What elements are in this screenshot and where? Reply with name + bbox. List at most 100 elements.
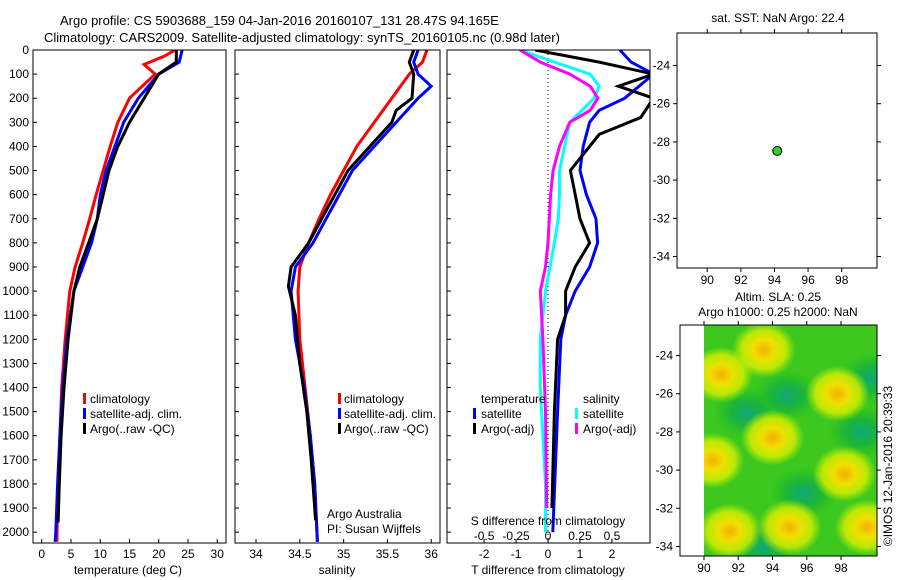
imos-credit: ©IMOS 12-Jan-2016 20:39:33: [881, 386, 895, 547]
x-tick-label: 25: [181, 547, 195, 561]
x-tick-label: 0: [545, 547, 552, 561]
plot-frame: [32, 49, 227, 544]
sla-high: [812, 445, 877, 502]
x-tick-label: 90: [697, 561, 711, 575]
temperature-legend: climatology satellite-adj. clim. Argo(..…: [83, 392, 182, 436]
annotation-pi: PI: Susan Wijffels: [327, 522, 421, 536]
y-tick-label: 1900: [2, 501, 29, 515]
legend-label: climatology: [90, 392, 150, 406]
legend-swatch-argo: [83, 423, 86, 434]
y-tick-label: 800: [9, 236, 29, 250]
title-line-1: Argo profile: CS 5903688_159 04-Jan-2016…: [60, 13, 499, 28]
legend-swatch-climatology: [83, 393, 86, 404]
argo-position-marker: [772, 145, 783, 156]
series-line-argo-raw-qc-: [56, 50, 178, 523]
x-tick-label: 30: [211, 547, 225, 561]
s-diff-xlabel: S difference from climatology: [471, 514, 626, 528]
series-line-climatology: [296, 50, 429, 542]
x-tick-label: -1: [511, 547, 522, 561]
x-tick-label: 35: [337, 547, 351, 561]
sla-map-title-1: Altim. SLA: 0.25: [735, 290, 821, 304]
y-tick-label: -32: [653, 211, 671, 225]
x-tick-label: 36: [425, 547, 439, 561]
legend-label: Argo(..raw -QC): [90, 422, 175, 436]
s-tick-label: 0: [545, 529, 552, 543]
x-tick-label: 96: [801, 273, 815, 287]
y-tick-label: 0: [22, 43, 29, 57]
x-tick-label: 35.5: [376, 547, 400, 561]
difference-panel: -2 -1 0 1 2 -0.5 -0.25 0 0.25 0.5: [446, 49, 651, 561]
sla-high: [703, 346, 754, 403]
x-tick-label: 5: [68, 547, 75, 561]
y-tick-label: -26: [656, 387, 674, 401]
legend-label: satellite: [481, 407, 522, 421]
legend-label: Argo(..raw -QC): [344, 422, 429, 436]
legend-swatch-t-satellite: [473, 408, 476, 419]
legend-swatch-satellite: [338, 408, 341, 419]
x-tick-label: 90: [701, 273, 715, 287]
legend-label: Argo(-adj): [583, 422, 636, 436]
x-tick-label: 92: [732, 561, 746, 575]
x-tick-label: 94: [768, 273, 782, 287]
legend-label: satellite-adj. clim.: [90, 407, 182, 421]
legend-label: satellite-adj. clim.: [344, 407, 436, 421]
y-tick-label: 700: [9, 212, 29, 226]
plot-frame: [234, 49, 441, 544]
s-tick-label: -0.5: [474, 529, 495, 543]
y-tick-label: -34: [653, 250, 671, 264]
x-tick-label: 98: [834, 561, 848, 575]
x-tick-label: 98: [835, 273, 849, 287]
sla-high: [703, 503, 762, 556]
legend-label: climatology: [344, 392, 404, 406]
legend-label: satellite: [583, 407, 624, 421]
s-tick-label: 0.5: [604, 529, 621, 543]
sla-high: [740, 409, 805, 466]
y-tick-label: -34: [656, 539, 674, 553]
sla-high: [703, 432, 745, 489]
salinity-xlabel: salinity: [319, 563, 356, 577]
legend-title-salinity: salinity: [583, 392, 620, 406]
map-frame: [676, 32, 878, 269]
x-tick-label: -2: [479, 547, 490, 561]
legend-swatch-s-satellite: [575, 408, 578, 419]
y-tick-label: -28: [653, 135, 671, 149]
salinity-panel: 34 34.5 35 35.5 36: [234, 49, 441, 561]
y-tick-label: -28: [656, 425, 674, 439]
y-tick-label: -26: [653, 97, 671, 111]
sst-map-panel: 90 92 94 96 98 -24 -26 -28 -30 -32 -34: [653, 29, 881, 287]
s-tick-label: 0.25: [568, 529, 592, 543]
y-tick-label: 900: [9, 260, 29, 274]
annotation-argo-australia: Argo Australia: [327, 507, 402, 521]
x-tick-label: 10: [94, 547, 108, 561]
t-diff-xlabel: T difference from climatology: [471, 563, 625, 577]
sla-map-panel: 90 92 94 96 98 -24 -26 -28 -30 -32 -34: [656, 321, 881, 575]
legend-swatch-satellite: [83, 408, 86, 419]
y-tick-label: 100: [9, 67, 29, 81]
x-tick-label: 94: [766, 561, 780, 575]
salinity-legend: climatology satellite-adj. clim. Argo(..…: [338, 392, 436, 436]
y-tick-label: -32: [656, 501, 674, 515]
sla-map-title-2: Argo h1000: 0.25 h2000: NaN: [698, 305, 857, 319]
legend-swatch-climatology: [338, 393, 341, 404]
x-tick-label: 1: [577, 547, 584, 561]
map-frame: [679, 324, 878, 557]
legend-swatch-argo: [338, 423, 341, 434]
y-tick-label: 300: [9, 115, 29, 129]
x-tick-label: 34.5: [288, 547, 312, 561]
y-tick-label: 1700: [2, 453, 29, 467]
x-tick-label: 96: [800, 561, 814, 575]
sla-high: [834, 499, 877, 556]
x-tick-label: 15: [123, 547, 137, 561]
y-tick-label: 1600: [2, 429, 29, 443]
sla-heatmap: [703, 325, 877, 556]
y-tick-label: 1500: [2, 405, 29, 419]
y-tick-label: 2000: [2, 525, 29, 539]
y-tick-label: 500: [9, 164, 29, 178]
series-line-s-satellite: [519, 50, 601, 533]
difference-legend: temperature satellite Argo(-adj) salinit…: [473, 392, 636, 436]
title-line-2: Climatology: CARS2009. Satellite-adjuste…: [44, 30, 560, 45]
x-tick-label: 92: [734, 273, 748, 287]
series-line-s-argo-adj-: [519, 50, 600, 509]
